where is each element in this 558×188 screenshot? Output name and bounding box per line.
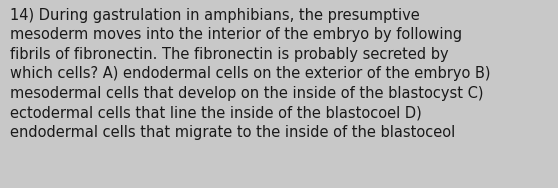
- Text: 14) During gastrulation in amphibians, the presumptive
mesoderm moves into the i: 14) During gastrulation in amphibians, t…: [10, 8, 490, 140]
